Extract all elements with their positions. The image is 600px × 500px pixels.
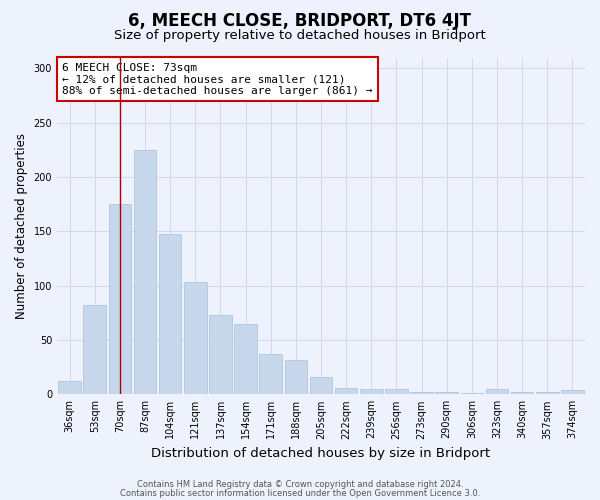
Text: 6, MEECH CLOSE, BRIDPORT, DT6 4JT: 6, MEECH CLOSE, BRIDPORT, DT6 4JT <box>128 12 472 30</box>
Bar <box>511 392 533 394</box>
Bar <box>284 360 307 394</box>
Bar <box>461 393 483 394</box>
Bar <box>360 389 383 394</box>
Text: Contains HM Land Registry data © Crown copyright and database right 2024.: Contains HM Land Registry data © Crown c… <box>137 480 463 489</box>
Y-axis label: Number of detached properties: Number of detached properties <box>15 133 28 319</box>
Bar <box>209 315 232 394</box>
Bar <box>385 389 408 394</box>
Text: Contains public sector information licensed under the Open Government Licence 3.: Contains public sector information licen… <box>120 488 480 498</box>
Bar <box>335 388 358 394</box>
Bar <box>58 382 81 394</box>
Text: 6 MEECH CLOSE: 73sqm
← 12% of detached houses are smaller (121)
88% of semi-deta: 6 MEECH CLOSE: 73sqm ← 12% of detached h… <box>62 62 373 96</box>
Bar <box>159 234 181 394</box>
Bar <box>134 150 157 394</box>
Bar <box>561 390 584 394</box>
Text: Size of property relative to detached houses in Bridport: Size of property relative to detached ho… <box>114 29 486 42</box>
Bar <box>436 392 458 394</box>
Bar <box>184 282 206 395</box>
Bar <box>536 392 559 394</box>
Bar <box>83 305 106 394</box>
Bar <box>109 204 131 394</box>
X-axis label: Distribution of detached houses by size in Bridport: Distribution of detached houses by size … <box>151 447 491 460</box>
Bar <box>410 392 433 394</box>
Bar <box>485 389 508 394</box>
Bar <box>234 324 257 394</box>
Bar <box>259 354 282 395</box>
Bar <box>310 377 332 394</box>
